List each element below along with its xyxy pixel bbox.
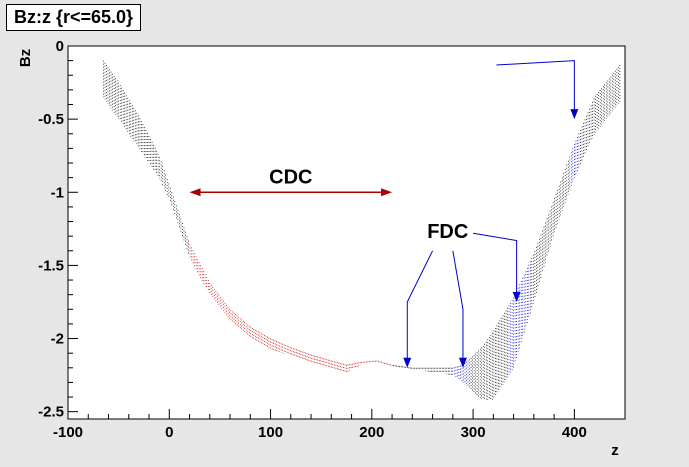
fdc-arrow-head bbox=[403, 357, 412, 368]
y-tick-label: 0 bbox=[56, 38, 64, 55]
x-tick-label: 0 bbox=[165, 424, 173, 441]
y-tick-label: -0.5 bbox=[38, 111, 64, 128]
fdc-arrow-head bbox=[570, 109, 579, 120]
x-tick-label: 200 bbox=[359, 424, 384, 441]
fdc-arrow-head bbox=[458, 357, 467, 368]
fdc-arrow-line bbox=[406, 250, 434, 362]
fdc-arrow-line bbox=[473, 232, 518, 296]
cdc-arrow-head-left bbox=[189, 188, 201, 197]
annotation-layer: CDC FDC bbox=[189, 60, 579, 368]
y-tick-label: -1.5 bbox=[38, 257, 64, 274]
fdc-arrow-line bbox=[452, 250, 464, 362]
x-tick-label: 400 bbox=[562, 424, 587, 441]
y-tick-label: -1 bbox=[51, 184, 64, 201]
y-tick-label: -2.5 bbox=[38, 404, 64, 421]
x-tick-label: 100 bbox=[258, 424, 283, 441]
x-axis-title: z bbox=[611, 442, 619, 459]
fdc-arrow-head bbox=[512, 291, 521, 302]
cdc-arrow-head-right bbox=[381, 188, 393, 197]
y-tick-label: -2 bbox=[51, 331, 64, 348]
fdc-label: FDC bbox=[427, 221, 468, 243]
x-tick-label: 300 bbox=[461, 424, 486, 441]
y-axis-title: Bz bbox=[17, 49, 34, 67]
chart-title: Bz:z {r<=65.0} bbox=[6, 4, 142, 31]
axis-layer: -100 0 100 200 300 400 0 -0.5 -1 -1.5 -2 -2.5 bbox=[38, 38, 587, 441]
x-tick-label: -100 bbox=[53, 424, 83, 441]
cdc-label: CDC bbox=[269, 167, 312, 189]
fdc-arrow-line bbox=[496, 60, 575, 114]
plot-frame bbox=[67, 45, 626, 420]
data-layer bbox=[103, 60, 621, 400]
